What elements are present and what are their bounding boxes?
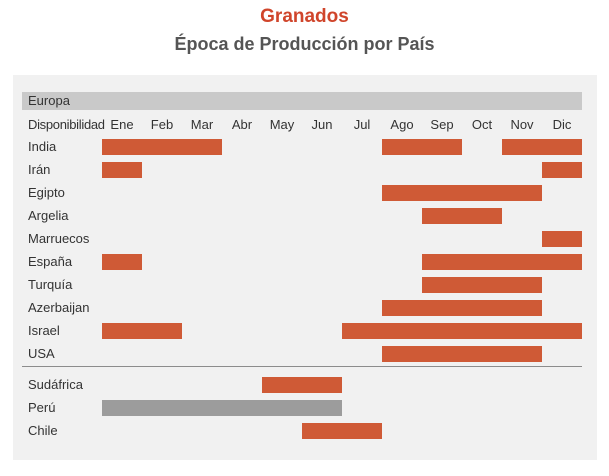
country-label-marruecos: Marruecos bbox=[28, 231, 90, 246]
month-label-ago: Ago bbox=[390, 117, 414, 132]
month-label-nov: Nov bbox=[510, 117, 534, 132]
country-label-israel: Israel bbox=[28, 323, 60, 338]
month-label-mar: Mar bbox=[190, 117, 214, 132]
chart-title: Granados bbox=[260, 6, 349, 27]
period-bar-india-1 bbox=[102, 139, 222, 155]
month-label-dic: Dic bbox=[552, 117, 572, 132]
country-label-chile: Chile bbox=[28, 423, 58, 438]
period-bar-sudafrica-1 bbox=[262, 377, 342, 393]
country-label-iran: Irán bbox=[28, 162, 51, 177]
country-label-egipto: Egipto bbox=[28, 185, 65, 200]
period-bar-peru-1 bbox=[102, 400, 342, 416]
country-label-usa: USA bbox=[28, 346, 55, 361]
period-bar-espana-1 bbox=[102, 254, 142, 270]
country-label-turquia: Turquía bbox=[28, 277, 73, 292]
month-label-jun: Jun bbox=[311, 117, 333, 132]
group-divider bbox=[22, 366, 582, 367]
period-bar-israel-1 bbox=[102, 323, 182, 339]
period-bar-turquia-1 bbox=[422, 277, 542, 293]
period-bar-chile-1 bbox=[302, 423, 382, 439]
period-bar-marruecos-1 bbox=[542, 231, 582, 247]
period-bar-usa-1 bbox=[382, 346, 542, 362]
period-bar-iran-2 bbox=[542, 162, 582, 178]
period-bar-india-3 bbox=[502, 139, 582, 155]
month-label-sep: Sep bbox=[430, 117, 454, 132]
month-label-jul: Jul bbox=[353, 117, 371, 132]
month-label-abr: Abr bbox=[231, 117, 253, 132]
region-header-bar bbox=[22, 92, 582, 110]
country-label-india: India bbox=[28, 139, 57, 154]
period-bar-egipto-1 bbox=[382, 185, 542, 201]
period-bar-india-2 bbox=[382, 139, 462, 155]
period-bar-espana-2 bbox=[422, 254, 582, 270]
availability-header: Disponibilidad bbox=[28, 117, 105, 132]
month-label-ene: Ene bbox=[110, 117, 134, 132]
period-bar-iran-1 bbox=[102, 162, 142, 178]
region-label: Europa bbox=[28, 93, 70, 108]
period-bar-argelia-1 bbox=[422, 208, 502, 224]
country-label-peru: Perú bbox=[28, 400, 56, 415]
period-bar-israel-2 bbox=[342, 323, 582, 339]
country-label-azerbaijan: Azerbaijan bbox=[28, 300, 90, 315]
country-label-espana: España bbox=[28, 254, 73, 269]
chart-subtitle: Época de Producción por País bbox=[174, 34, 435, 54]
month-label-feb: Feb bbox=[150, 117, 174, 132]
period-bar-azerbaijan-1 bbox=[382, 300, 542, 316]
country-label-sudafrica: Sudáfrica bbox=[28, 377, 83, 392]
month-label-may: May bbox=[269, 117, 295, 132]
country-label-argelia: Argelia bbox=[28, 208, 69, 223]
month-label-oct: Oct bbox=[471, 117, 493, 132]
